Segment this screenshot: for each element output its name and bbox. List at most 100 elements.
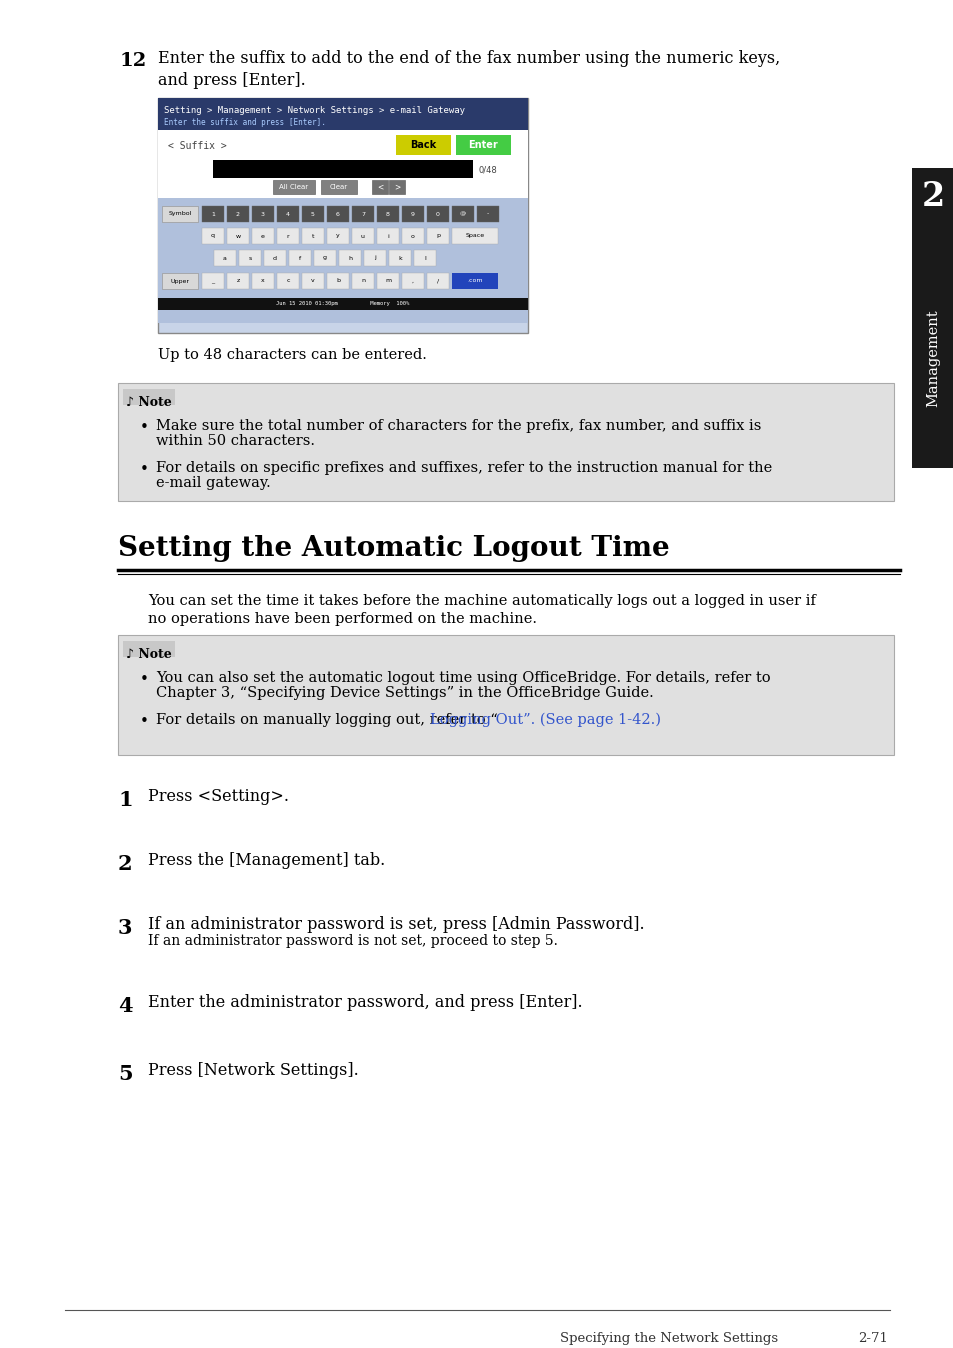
Text: o: o — [411, 233, 415, 239]
Text: Setting > Management > Network Settings > e-mail Gateway: Setting > Management > Network Settings … — [164, 106, 464, 115]
Bar — [302, 228, 324, 244]
Text: If an administrator password is set, press [Admin Password].: If an administrator password is set, pre… — [148, 917, 644, 933]
Text: a: a — [223, 256, 227, 260]
Bar — [320, 181, 356, 194]
Text: Up to 48 characters can be entered.: Up to 48 characters can be entered. — [158, 348, 426, 363]
Text: -: - — [486, 212, 489, 217]
Text: e: e — [261, 233, 265, 239]
Bar — [911, 168, 953, 468]
Text: Chapter 3, “Specifying Device Settings” in the OfficeBridge Guide.: Chapter 3, “Specifying Device Settings” … — [156, 686, 653, 700]
Bar — [227, 274, 249, 288]
Text: and press [Enter].: and press [Enter]. — [158, 71, 305, 89]
Bar — [252, 206, 274, 222]
Text: •: • — [140, 673, 149, 687]
Text: •: • — [140, 462, 149, 477]
Text: <: < — [376, 182, 383, 191]
Bar — [123, 642, 174, 656]
Text: Press <Setting>.: Press <Setting>. — [148, 789, 289, 805]
Bar — [202, 274, 224, 288]
Text: Press [Network Settings].: Press [Network Settings]. — [148, 1062, 358, 1078]
Text: Back: Back — [410, 140, 436, 150]
Bar — [264, 249, 286, 266]
Bar — [452, 274, 497, 288]
Bar — [395, 135, 451, 155]
Bar — [414, 249, 436, 266]
Bar — [401, 274, 423, 288]
Text: no operations have been performed on the machine.: no operations have been performed on the… — [148, 612, 537, 625]
Text: Symbol: Symbol — [168, 212, 192, 217]
Bar — [327, 228, 349, 244]
Bar — [314, 249, 335, 266]
Text: 2: 2 — [921, 179, 943, 213]
Bar — [158, 98, 527, 129]
Text: 7: 7 — [360, 212, 365, 217]
Text: 3: 3 — [261, 212, 265, 217]
Text: 1: 1 — [211, 212, 214, 217]
Text: < Suffix >: < Suffix > — [168, 142, 227, 151]
Text: Specifying the Network Settings: Specifying the Network Settings — [559, 1332, 778, 1345]
Text: Press the [Management] tab.: Press the [Management] tab. — [148, 852, 385, 869]
Text: w: w — [235, 233, 240, 239]
Bar — [302, 274, 324, 288]
Text: y: y — [335, 233, 339, 239]
Bar — [372, 181, 388, 194]
Bar — [456, 135, 511, 155]
Text: Enter: Enter — [468, 140, 497, 150]
Text: 12: 12 — [120, 53, 147, 70]
Text: c: c — [286, 279, 290, 283]
Bar — [289, 249, 311, 266]
Text: 3: 3 — [118, 918, 132, 938]
Text: _: _ — [212, 279, 214, 283]
Text: r: r — [287, 233, 289, 239]
Bar — [158, 98, 527, 333]
Text: Jun 15 2010 01:30pm          Memory  100%: Jun 15 2010 01:30pm Memory 100% — [276, 302, 409, 306]
Text: •: • — [140, 421, 149, 435]
Bar — [376, 228, 398, 244]
Bar — [389, 181, 405, 194]
Bar — [476, 206, 498, 222]
Bar — [427, 274, 449, 288]
Bar — [327, 206, 349, 222]
Text: 9: 9 — [411, 212, 415, 217]
Text: 4: 4 — [286, 212, 290, 217]
Text: p: p — [436, 233, 439, 239]
Bar — [327, 274, 349, 288]
Text: v: v — [311, 279, 314, 283]
Text: within 50 characters.: within 50 characters. — [156, 434, 314, 448]
Text: 6: 6 — [335, 212, 339, 217]
Bar — [252, 274, 274, 288]
Bar — [162, 206, 198, 222]
Bar — [376, 274, 398, 288]
Text: Management: Management — [925, 309, 939, 407]
Text: 1: 1 — [118, 790, 132, 810]
Text: 2: 2 — [235, 212, 240, 217]
Text: q: q — [211, 233, 214, 239]
Bar — [158, 198, 527, 324]
Bar — [376, 206, 398, 222]
Bar — [452, 206, 474, 222]
Text: t: t — [312, 233, 314, 239]
Text: n: n — [360, 279, 365, 283]
Text: 2: 2 — [118, 855, 132, 874]
Text: g: g — [323, 256, 327, 260]
Text: /: / — [436, 279, 438, 283]
Bar — [389, 249, 411, 266]
Bar — [352, 228, 374, 244]
Bar — [276, 206, 298, 222]
Bar — [213, 249, 235, 266]
Text: f: f — [298, 256, 301, 260]
Text: Enter the administrator password, and press [Enter].: Enter the administrator password, and pr… — [148, 993, 582, 1011]
Bar — [158, 129, 527, 198]
Bar — [276, 228, 298, 244]
Bar — [202, 206, 224, 222]
Text: 0/48: 0/48 — [478, 166, 497, 174]
Bar — [401, 228, 423, 244]
Text: l: l — [424, 256, 425, 260]
Text: 5: 5 — [311, 212, 314, 217]
Text: x: x — [261, 279, 265, 283]
Text: If an administrator password is not set, proceed to step 5.: If an administrator password is not set,… — [148, 934, 558, 948]
Bar — [118, 635, 893, 755]
Text: 8: 8 — [386, 212, 390, 217]
Text: u: u — [360, 233, 365, 239]
Text: All Clear: All Clear — [279, 183, 308, 190]
